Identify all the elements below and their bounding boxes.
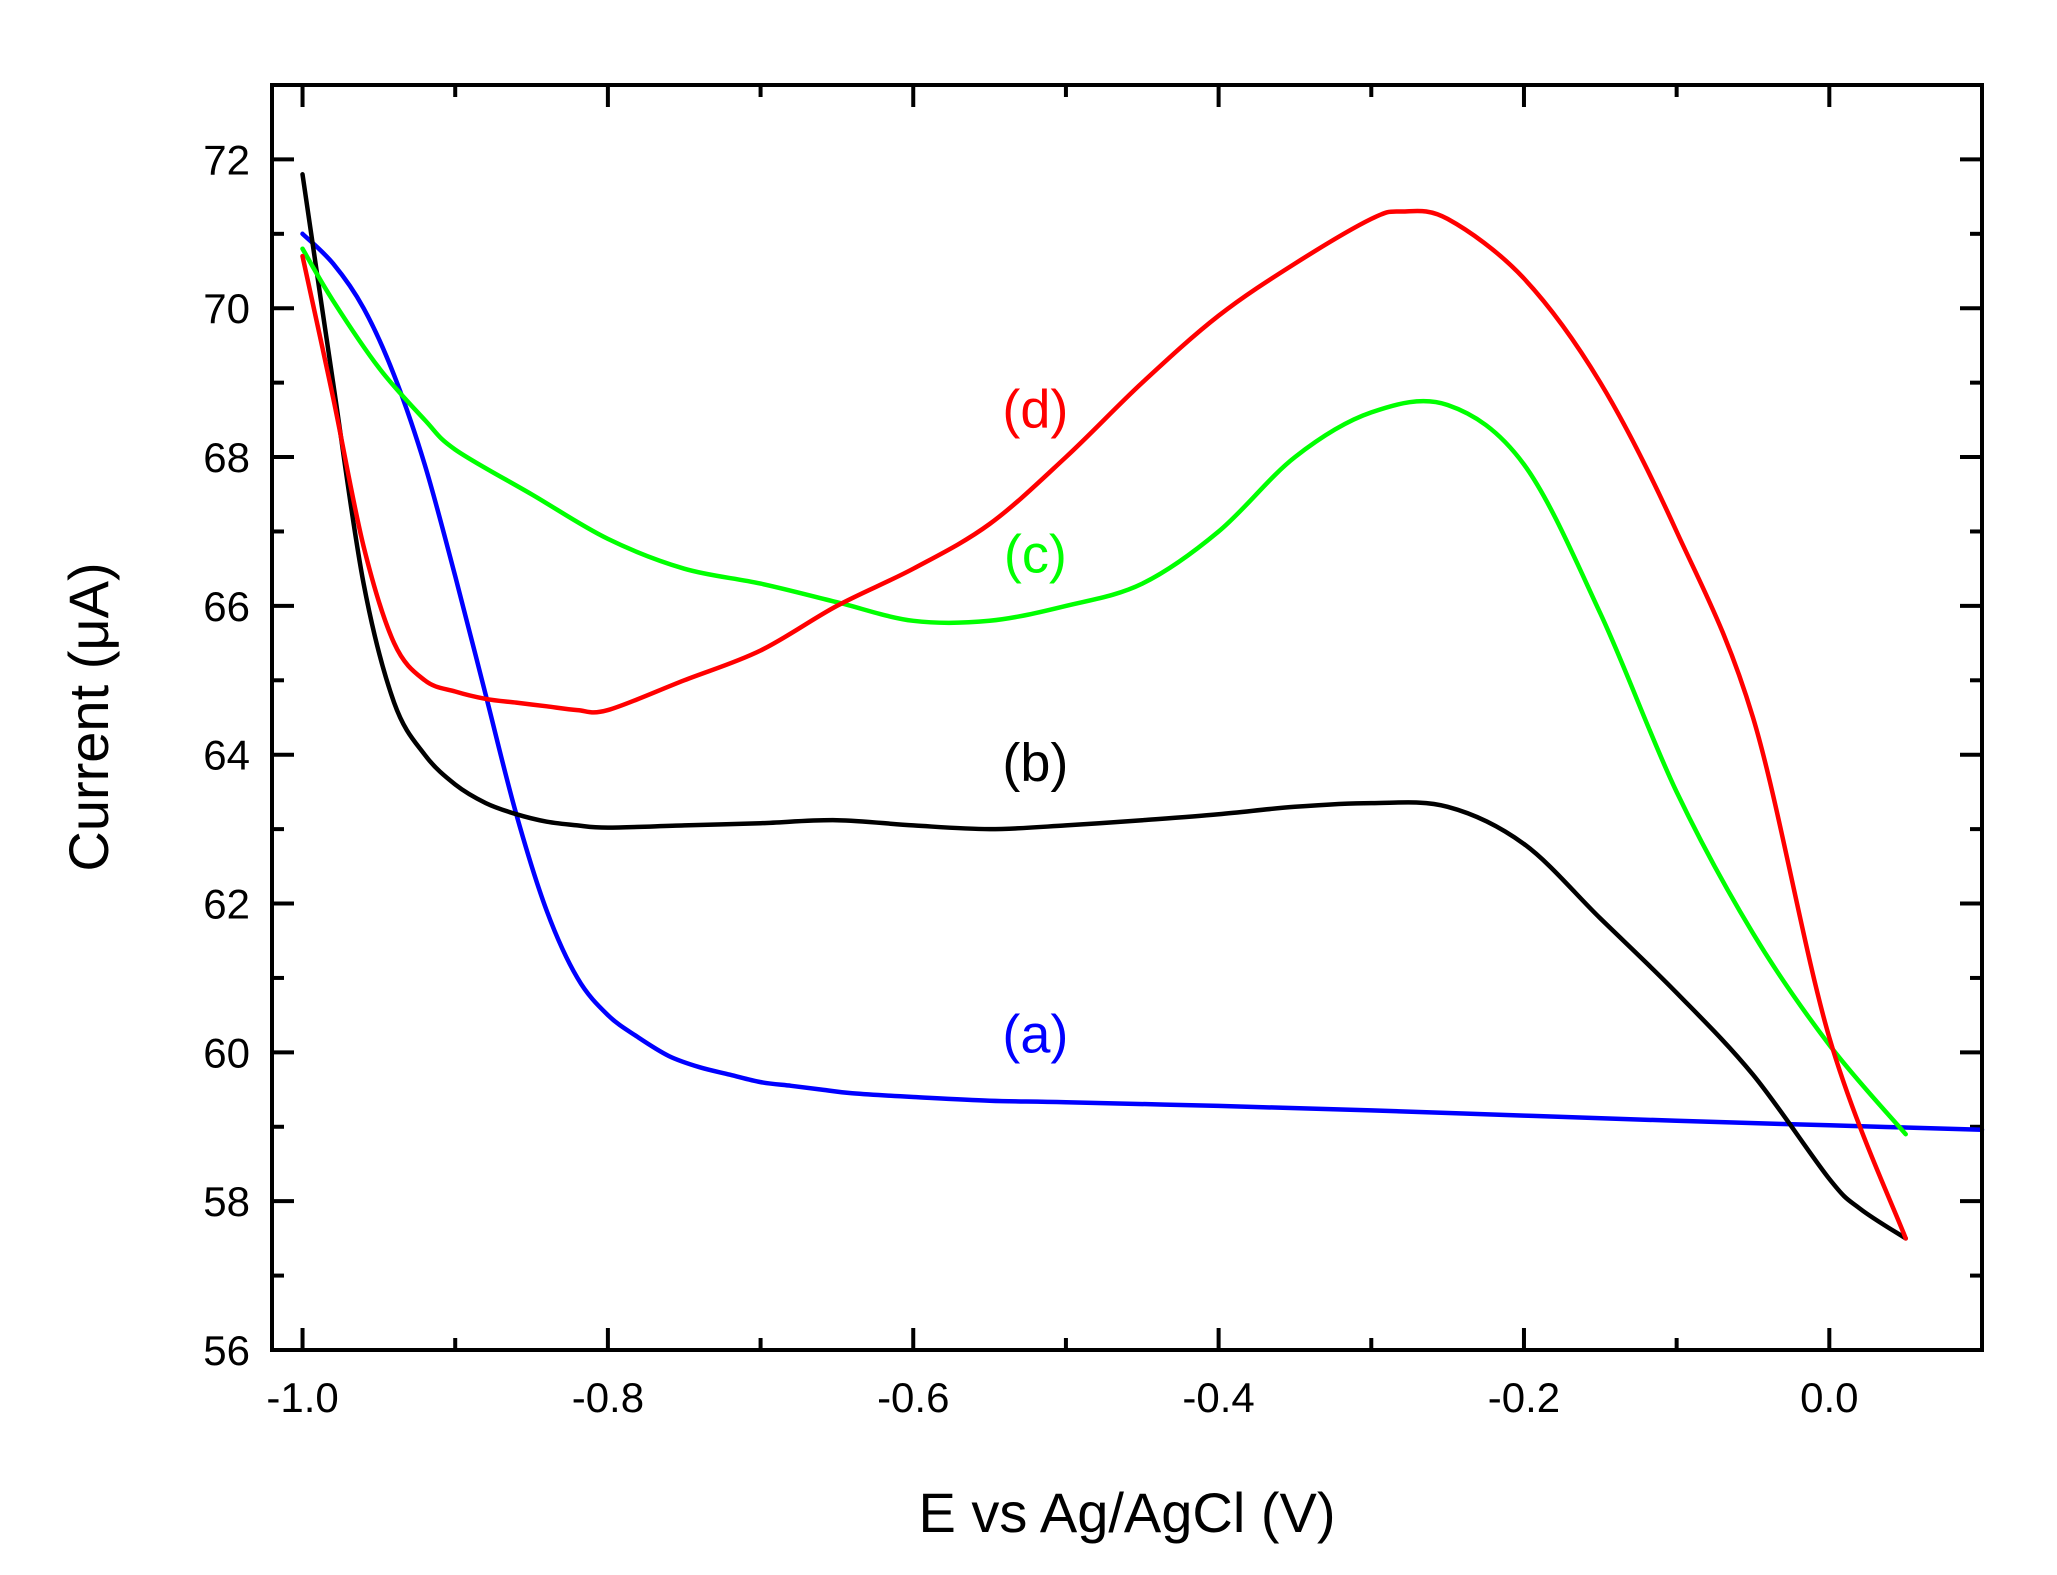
y-tick-label: 72 <box>203 136 250 183</box>
series-line-d <box>300 208 1908 1241</box>
y-tick-labels: 56 58 60 62 64 66 68 70 72 <box>203 136 250 1374</box>
y-tick-label: 68 <box>203 434 250 481</box>
series-lines <box>300 172 1985 1241</box>
series-label-b: (b) <box>1002 733 1068 793</box>
x-tick-label: 0.0 <box>1800 1374 1858 1421</box>
series-line-c <box>300 246 1908 1137</box>
x-tick-label: -1.0 <box>266 1374 338 1421</box>
series-labels: (a) (b) (c) (d) <box>1002 379 1068 1064</box>
y-tick-label: 60 <box>203 1029 250 1076</box>
plot-frame <box>270 83 1984 1352</box>
x-axis-title: E vs Ag/AgCl (V) <box>918 1481 1335 1544</box>
x-tick-label: -0.8 <box>572 1374 644 1421</box>
series-line-a <box>300 231 1985 1132</box>
series-label-d: (d) <box>1002 379 1068 439</box>
y-tick-label: 58 <box>203 1178 250 1225</box>
x-tick-label: -0.6 <box>877 1374 949 1421</box>
y-tick-label: 56 <box>203 1327 250 1374</box>
y-tick-label: 64 <box>203 732 250 779</box>
x-tick-labels: -1.0 -0.8 -0.6 -0.4 -0.2 0.0 <box>266 1374 1858 1421</box>
x-tick-label: -0.2 <box>1488 1374 1560 1421</box>
x-tick-label: -0.4 <box>1182 1374 1254 1421</box>
series-line-b <box>300 172 1908 1241</box>
y-axis-title: Current (μA) <box>57 562 120 871</box>
y-tick-label: 70 <box>203 285 250 332</box>
y-tick-label: 62 <box>203 881 250 928</box>
series-label-c: (c) <box>1004 524 1067 584</box>
y-tick-label: 66 <box>203 583 250 630</box>
series-label-a: (a) <box>1002 1004 1068 1064</box>
